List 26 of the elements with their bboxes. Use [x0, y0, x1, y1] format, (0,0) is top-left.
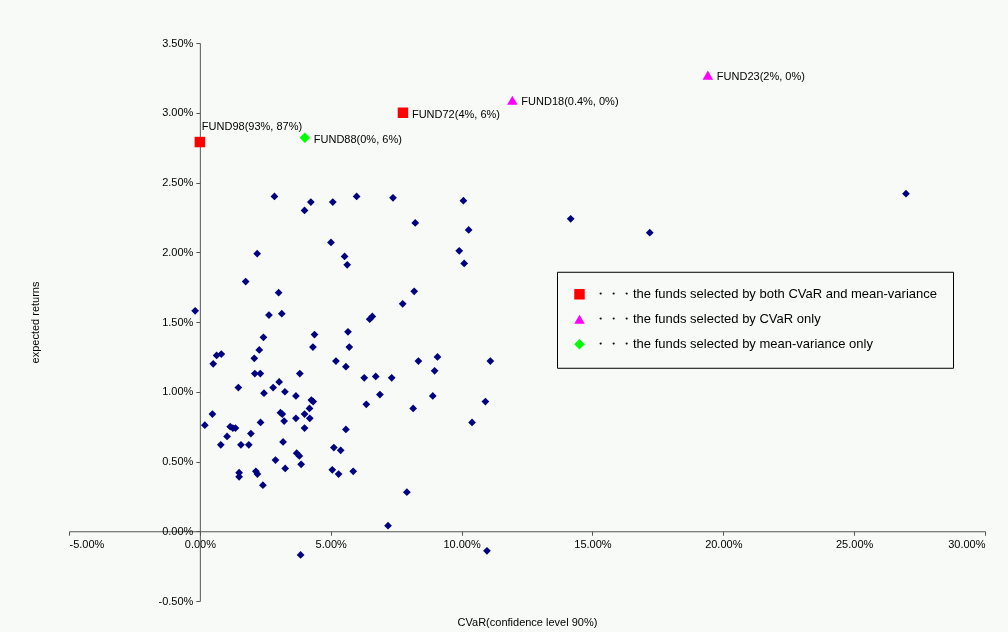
annotation: FUND18(0.4%, 0%) [521, 95, 619, 108]
annotation: FUND98(93%, 87%) [201, 120, 303, 133]
x-tick-label: 10.00% [443, 537, 481, 550]
legend-label: ・・・the funds selected by mean-variance only [594, 336, 874, 352]
y-tick-label: 1.50% [162, 315, 194, 328]
y-tick-label: 3.00% [162, 106, 194, 119]
y-axis-title: expected returns [28, 281, 41, 364]
y-tick-label: 0.00% [162, 524, 194, 537]
annotation: FUND72(4%, 6%) [411, 107, 500, 120]
annotation: FUND23(2%, 0%) [716, 70, 805, 83]
x-tick-label: 5.00% [315, 537, 348, 550]
y-tick-label: -0.50% [158, 594, 194, 607]
x-tick-label: 20.00% [705, 537, 743, 550]
x-tick-label: -5.00% [69, 537, 105, 550]
y-tick-label: 0.50% [162, 455, 194, 467]
x-tick-label: 30.00% [948, 537, 986, 550]
x-tick-label: 15.00% [574, 537, 612, 550]
x-tick-label: 25.00% [835, 537, 874, 550]
y-tick-label: 3.50% [162, 36, 194, 49]
y-tick-label: 1.00% [162, 385, 194, 398]
x-axis-title: CVaR(confidence level 90%) [457, 615, 598, 628]
legend-label: ・・・the funds selected by both CVaR and mean-variance [594, 286, 937, 302]
annotation: FUND88(0%, 6%) [313, 132, 402, 145]
y-tick-label: 2.00% [162, 245, 194, 258]
legend-label: ・・・the funds selected by CVaR only [594, 311, 822, 327]
y-tick-label: 2.50% [162, 176, 194, 188]
